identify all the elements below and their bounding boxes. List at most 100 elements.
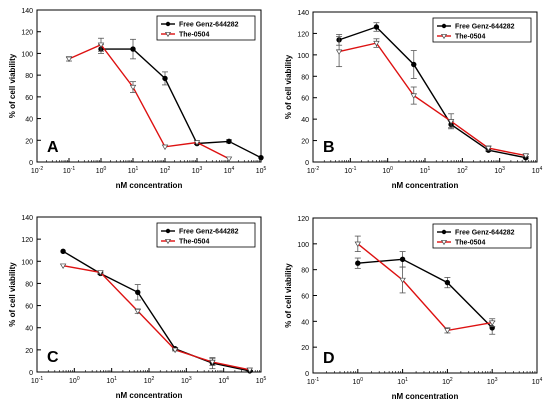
x-tick-label: 10-2 bbox=[307, 166, 319, 175]
chart-panel-c: 0 20 40 60 80 100 120 140 10-1 100 101 102 103 104 105… bbox=[8, 215, 267, 400]
y-tick-label: 20 bbox=[25, 138, 33, 145]
data-point bbox=[209, 359, 216, 366]
data-point bbox=[59, 263, 67, 270]
data-point bbox=[225, 156, 233, 163]
x-tick-label: 103 bbox=[181, 376, 192, 385]
x-tick-label: 10-1 bbox=[344, 166, 356, 175]
legend-box bbox=[432, 17, 532, 43]
x-tick-label: 10-1 bbox=[31, 376, 43, 385]
x-tick-label: 10-2 bbox=[31, 166, 43, 175]
series-line bbox=[62, 250, 250, 372]
y-axis-label: % of cell viability bbox=[284, 263, 293, 328]
y-tick-label: 20 bbox=[301, 345, 309, 352]
series-free-genz bbox=[336, 22, 529, 161]
y-tick-label: 80 bbox=[301, 268, 309, 275]
series-free-genz bbox=[98, 38, 264, 161]
x-tick-label: 104 bbox=[224, 166, 235, 175]
data-point bbox=[226, 138, 232, 145]
y-tick-label: 20 bbox=[301, 139, 309, 146]
series-the-0504 bbox=[59, 263, 253, 374]
x-tick-label: 103 bbox=[494, 166, 505, 175]
legend-marker bbox=[165, 21, 171, 27]
x-tick-label: 102 bbox=[442, 377, 453, 386]
y-tick-label: 120 bbox=[21, 30, 33, 37]
series-line bbox=[338, 26, 526, 159]
legend-label: The-0504 bbox=[455, 240, 485, 247]
series-free-genz bbox=[60, 248, 253, 374]
y-tick-label: 100 bbox=[297, 53, 309, 60]
y-tick-label: 80 bbox=[25, 73, 33, 80]
data-point bbox=[355, 260, 361, 266]
legend: Free Genz-644282 The-0504 bbox=[432, 17, 532, 43]
series-line bbox=[357, 243, 493, 332]
data-point bbox=[488, 320, 496, 326]
data-point bbox=[399, 277, 406, 284]
x-tick-label: 104 bbox=[218, 376, 229, 385]
y-tick-label: 0 bbox=[29, 370, 33, 377]
legend-label: Free Genz-644282 bbox=[179, 229, 239, 236]
data-point bbox=[411, 61, 417, 68]
x-tick-label: 100 bbox=[96, 166, 107, 175]
legend: Free Genz-644282 The-0504 bbox=[156, 222, 256, 248]
legend-box bbox=[156, 15, 256, 41]
x-tick-label: 100 bbox=[382, 166, 393, 175]
y-tick-label: 140 bbox=[21, 215, 33, 222]
legend-label: The-0504 bbox=[179, 32, 209, 39]
x-tick-label: 101 bbox=[128, 166, 139, 175]
y-tick-label: 0 bbox=[305, 160, 309, 167]
x-tick-label: 100 bbox=[353, 377, 364, 386]
y-axis-label: % of cell viability bbox=[8, 262, 17, 327]
chart-panel-d: 0 20 40 60 80 100 120 10-1 100 101 102 103 104 nM con… bbox=[284, 216, 543, 401]
data-point bbox=[161, 144, 169, 151]
series-line bbox=[357, 258, 493, 329]
data-point bbox=[444, 328, 451, 334]
series-the-0504 bbox=[354, 235, 496, 334]
data-point bbox=[335, 49, 343, 55]
y-tick-label: 80 bbox=[301, 74, 309, 81]
x-tick-label: 104 bbox=[532, 377, 543, 386]
y-tick-label: 40 bbox=[301, 117, 309, 124]
panel-letter: D bbox=[323, 350, 335, 367]
panel-letter: A bbox=[47, 139, 59, 156]
data-point bbox=[447, 119, 455, 125]
plot-frame bbox=[36, 9, 262, 163]
legend: Free Genz-644282 The-0504 bbox=[156, 15, 256, 41]
series-line bbox=[101, 48, 262, 159]
y-tick-label: 140 bbox=[21, 8, 33, 15]
x-tick-label: 102 bbox=[144, 376, 155, 385]
series-the-0504 bbox=[335, 36, 529, 159]
x-tick-label: 101 bbox=[397, 377, 408, 386]
data-point bbox=[246, 367, 253, 374]
data-point bbox=[134, 308, 141, 315]
legend-marker bbox=[441, 23, 447, 29]
legend-marker bbox=[164, 31, 172, 38]
data-point bbox=[97, 270, 104, 276]
y-tick-label: 60 bbox=[301, 96, 309, 103]
data-point bbox=[65, 56, 73, 63]
data-point bbox=[171, 347, 179, 354]
data-point bbox=[485, 145, 492, 152]
x-axis-label: nM concentration bbox=[116, 391, 183, 400]
series-line bbox=[62, 265, 250, 371]
chart-panel-a: 0 20 40 60 80 100 120 140 10-2 10-1 100 101 102 103 10… bbox=[8, 8, 267, 190]
y-axis-label: % of cell viability bbox=[284, 54, 293, 119]
data-point bbox=[129, 84, 137, 91]
y-tick-label: 20 bbox=[25, 348, 33, 355]
y-tick-label: 40 bbox=[25, 117, 33, 124]
panel-letter: C bbox=[47, 349, 59, 366]
legend-label: Free Genz-644282 bbox=[179, 22, 239, 29]
x-tick-label: 103 bbox=[192, 166, 203, 175]
y-tick-label: 100 bbox=[297, 242, 309, 249]
data-point bbox=[258, 154, 264, 161]
legend-label: Free Genz-644282 bbox=[455, 24, 515, 31]
x-tick-label: 104 bbox=[532, 166, 543, 175]
x-axis-label: nM concentration bbox=[392, 392, 459, 401]
y-tick-label: 40 bbox=[25, 326, 33, 333]
series-line bbox=[338, 42, 526, 157]
x-tick-label: 101 bbox=[106, 376, 117, 385]
data-point bbox=[399, 256, 406, 263]
x-tick-label: 102 bbox=[160, 166, 171, 175]
legend-box bbox=[432, 223, 532, 249]
x-axis-label: nM concentration bbox=[116, 181, 183, 190]
